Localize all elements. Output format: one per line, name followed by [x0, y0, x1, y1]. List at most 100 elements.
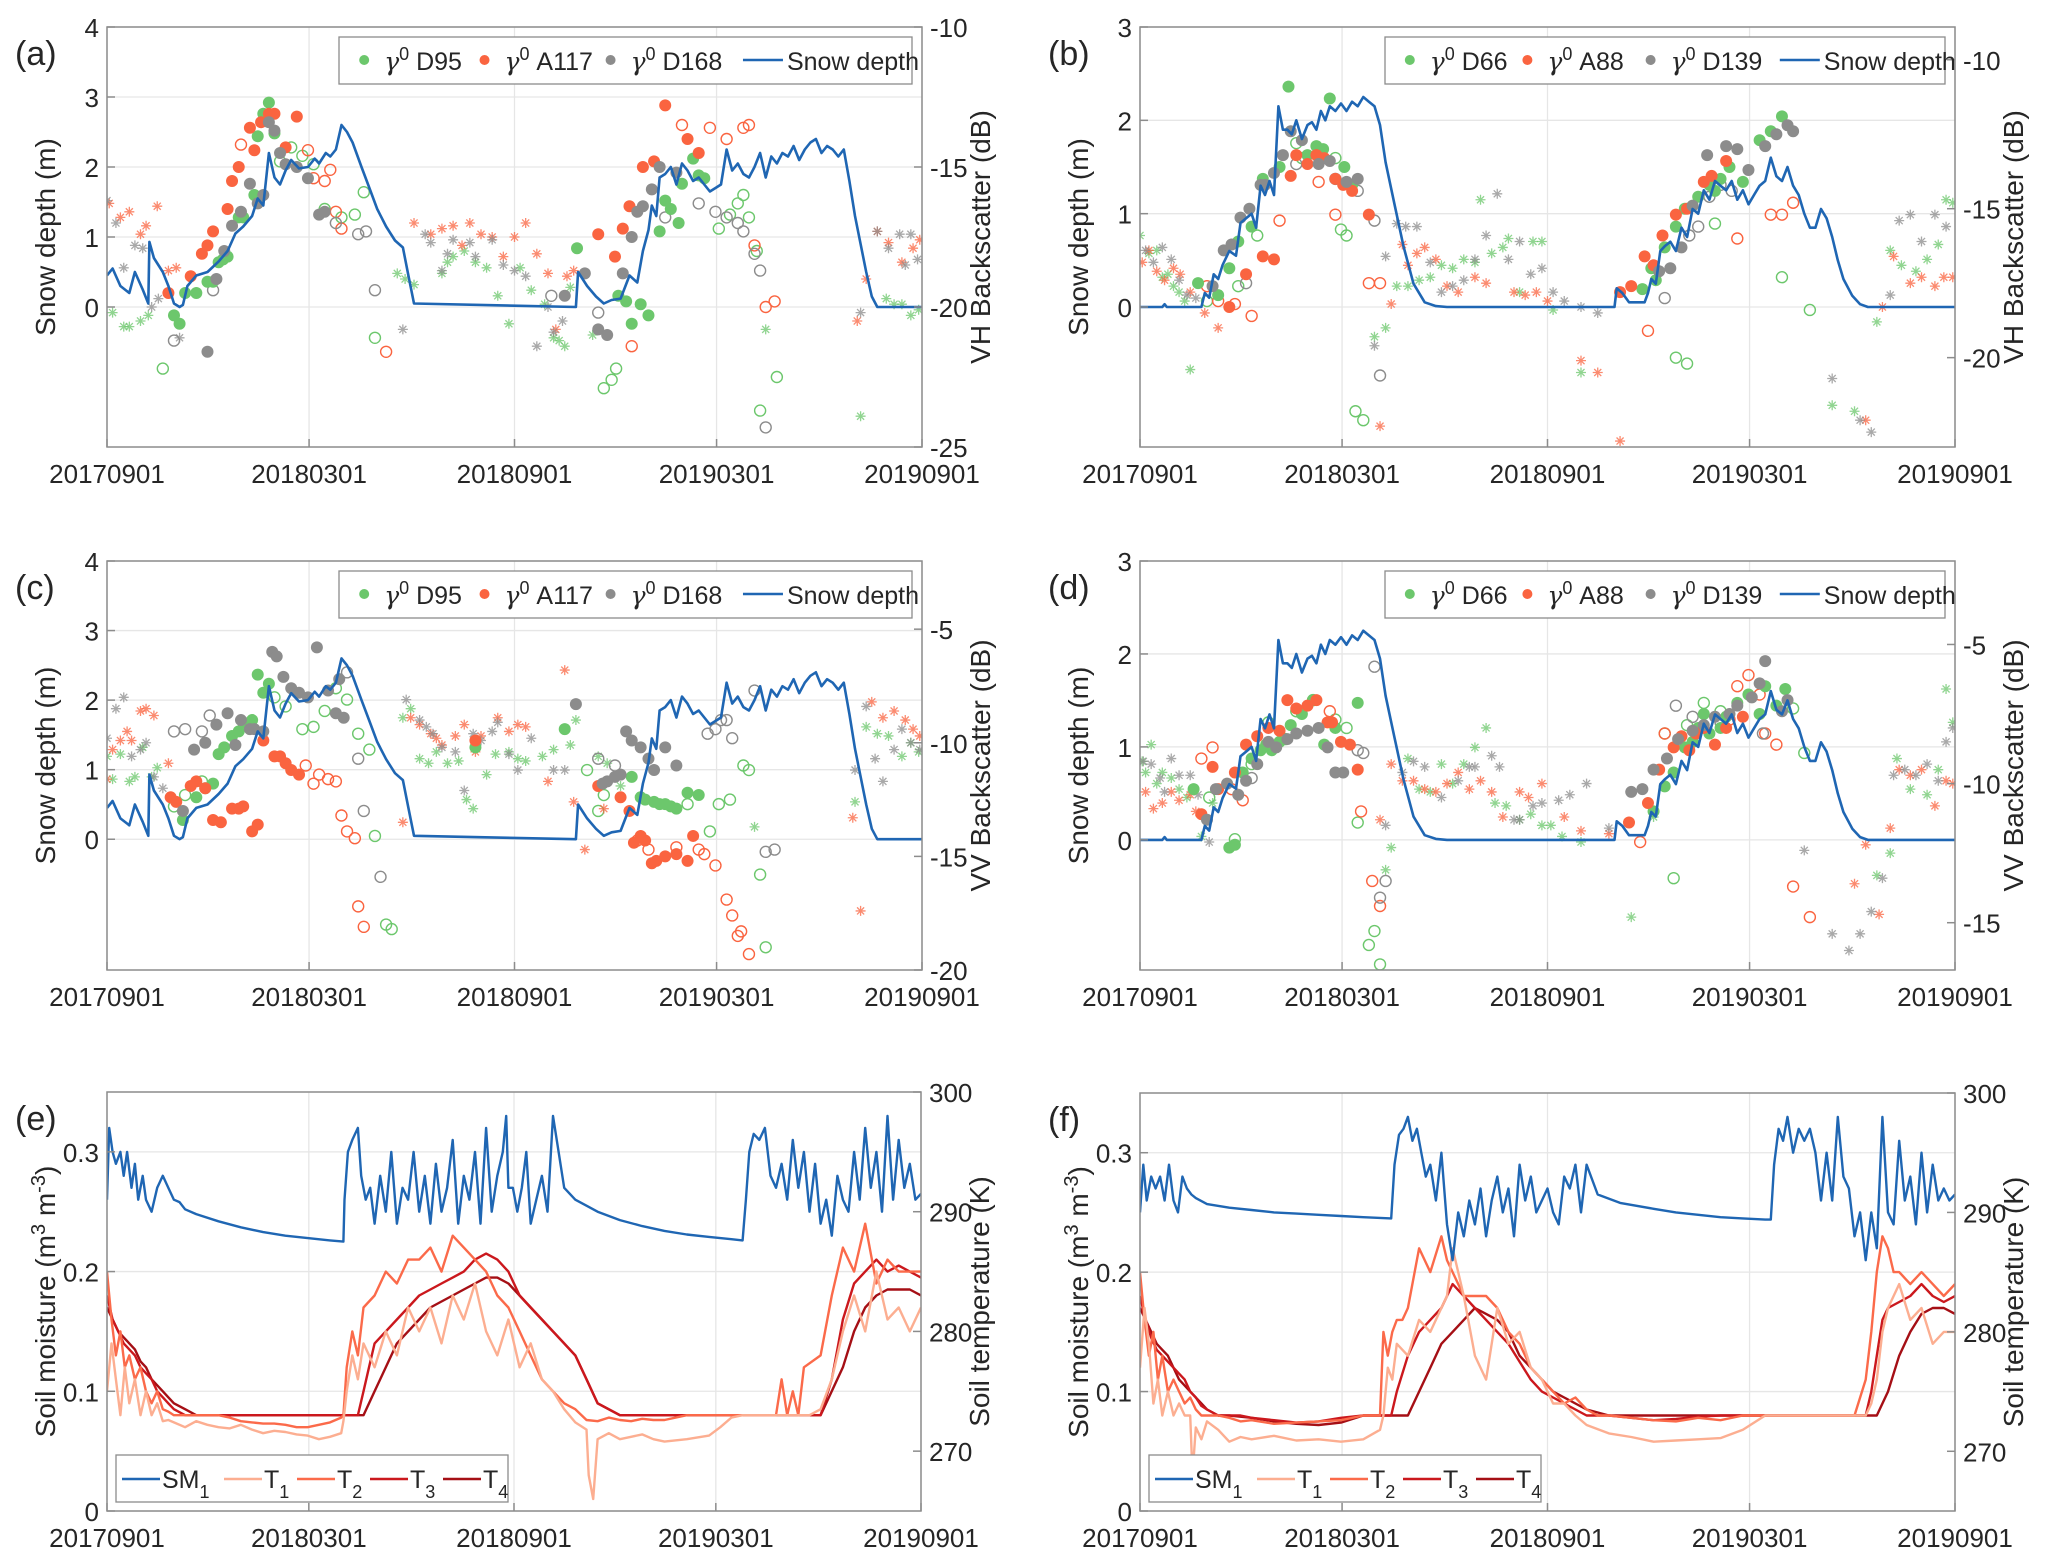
data-point-star: [509, 232, 520, 242]
plot-marks: [107, 96, 922, 434]
data-point-filled: [1323, 92, 1336, 105]
data-point-filled: [207, 225, 220, 238]
data-point-star: [1941, 775, 1952, 786]
line-T2: [1140, 1235, 1955, 1425]
data-point-star: [542, 268, 553, 279]
x-tick-label: 20190301: [659, 982, 775, 1012]
data-point-filled: [173, 317, 186, 330]
data-point-star: [1916, 764, 1927, 775]
snow-depth-line: [1140, 95, 1955, 309]
data-point-filled: [650, 854, 663, 867]
data-point-star: [1536, 820, 1547, 831]
data-point-filled: [1312, 721, 1325, 734]
data-point-filled: [1720, 721, 1733, 734]
data-point-open: [759, 941, 772, 954]
data-point-star: [124, 776, 135, 787]
data-point-open: [299, 759, 312, 772]
data-point-filled: [620, 295, 633, 308]
data-point-star: [1592, 367, 1603, 378]
data-point-open: [709, 722, 722, 736]
y-right-tick-label: -10: [930, 13, 968, 43]
data-point-star: [1375, 814, 1386, 825]
data-point-filled: [190, 775, 203, 788]
data-point-star: [1175, 269, 1186, 280]
data-point-star: [520, 271, 531, 282]
data-point-star: [1922, 789, 1933, 800]
data-point-star: [148, 710, 159, 721]
data-point-star: [1575, 837, 1586, 848]
data-point-filled: [1228, 838, 1241, 851]
data-point-star: [163, 758, 174, 769]
data-point-star: [1425, 257, 1436, 268]
data-point-filled: [1351, 763, 1364, 776]
data-point-star: [1933, 239, 1944, 250]
data-point-open: [720, 713, 733, 727]
data-point-star: [1386, 299, 1397, 310]
data-point-star: [896, 751, 907, 762]
data-point-open: [1731, 680, 1744, 693]
data-point-star: [877, 776, 888, 787]
y-tick-label: 0.1: [63, 1377, 99, 1407]
data-point-open: [759, 845, 772, 859]
data-point-star: [587, 330, 598, 340]
panel-label: (a): [15, 35, 57, 73]
data-point-star: [1866, 427, 1877, 438]
data-point-star: [905, 737, 916, 748]
data-point-open: [1756, 727, 1770, 740]
data-point-star: [1866, 906, 1877, 917]
data-point-filled: [1351, 696, 1364, 709]
data-point-filled: [1742, 163, 1755, 176]
y-tick-label: 0.2: [63, 1258, 99, 1288]
data-point-open: [659, 211, 672, 224]
data-point-filled: [1240, 268, 1253, 281]
data-point-open: [759, 421, 772, 434]
y-right-tick-label: 270: [1963, 1437, 2006, 1467]
plot-marks: [107, 641, 922, 961]
data-point-filled: [221, 203, 234, 215]
data-point-star: [428, 728, 438, 739]
data-point-filled: [1745, 691, 1758, 704]
y-tick-label: 2: [1118, 640, 1132, 670]
data-point-star: [883, 243, 894, 254]
data-point-star: [1575, 367, 1586, 378]
data-point-star: [561, 271, 572, 282]
data-point-filled: [659, 741, 672, 754]
data-point-star: [126, 751, 137, 762]
data-point-star: [470, 257, 481, 268]
data-point-filled: [257, 734, 270, 747]
data-point-open: [692, 197, 705, 210]
line-T1: [107, 1270, 921, 1501]
series-filled--0-D168: [201, 116, 683, 358]
data-point-star: [1157, 767, 1168, 778]
data-point-star: [448, 220, 459, 231]
y-tick-label: 0.2: [1096, 1258, 1132, 1288]
data-point-star: [1151, 245, 1162, 256]
data-point-star: [870, 753, 881, 764]
data-point-filled: [672, 217, 685, 229]
data-point-star: [1509, 814, 1520, 825]
data-point-filled: [201, 239, 214, 252]
data-point-filled: [1731, 143, 1744, 156]
data-point-star: [1151, 266, 1162, 277]
data-point-open: [726, 732, 739, 745]
data-point-star: [1146, 759, 1157, 770]
data-point-star: [1888, 770, 1899, 781]
data-point-filled: [1223, 262, 1236, 275]
data-point-star: [872, 226, 883, 237]
data-point-star: [1436, 792, 1447, 803]
data-point-open: [351, 900, 365, 913]
data-point-star: [1843, 945, 1854, 956]
data-point-star: [1626, 912, 1637, 923]
data-point-star: [548, 327, 559, 338]
data-point-open: [1775, 208, 1789, 221]
x-tick-label: 20180301: [251, 982, 367, 1012]
data-point-star: [423, 758, 434, 769]
data-point-star: [461, 794, 472, 805]
data-point-open: [329, 216, 343, 230]
data-point-star: [1369, 331, 1380, 342]
data-point-filled: [1243, 202, 1256, 215]
data-point-star: [1492, 188, 1503, 199]
data-point-star: [1481, 278, 1492, 289]
data-point-star: [1849, 406, 1860, 417]
data-point-open: [737, 121, 750, 135]
